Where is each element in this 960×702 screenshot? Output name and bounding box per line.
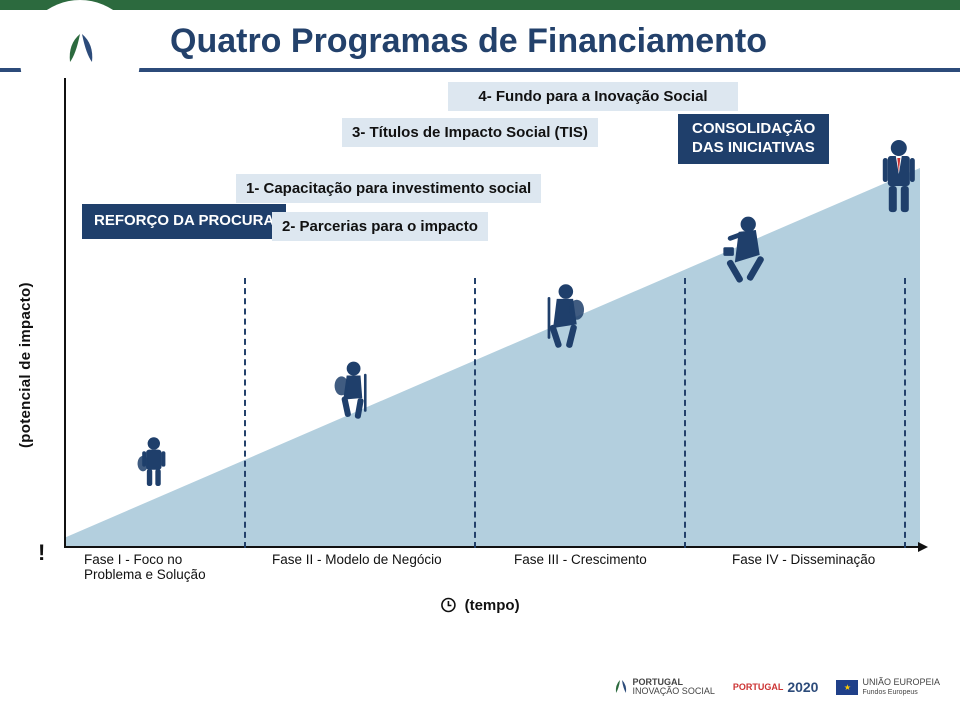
- figure-hiker-icon: [327, 353, 380, 427]
- title-bar: Quatro Programas de Financiamento: [0, 10, 960, 72]
- y-axis-label: (potencial de impacto): [17, 282, 34, 448]
- page-title: Quatro Programas de Financiamento: [170, 22, 767, 61]
- footer-logo-2020: PORTUGAL2020: [733, 679, 819, 695]
- phase-divider-2: [474, 278, 476, 548]
- chart-area: ! (potencial de impacto) 4- Fundo para a…: [40, 78, 920, 608]
- phase-divider-1: [244, 278, 246, 548]
- phase-divider-3: [684, 278, 686, 548]
- footer-logo-eu: ★ UNIÃO EUROPEIAFundos Europeus: [836, 678, 940, 696]
- plot-region: [64, 78, 920, 548]
- figure-standing-icon: [130, 428, 178, 495]
- phase-divider-4: [904, 278, 906, 548]
- figure-runner-icon: [715, 209, 774, 290]
- brand-leaf-icon: [64, 32, 98, 77]
- y-axis-alert-icon: !: [38, 540, 45, 566]
- figure-hiker2-icon: [536, 277, 592, 355]
- phase-4-label: Fase IV - Disseminação: [732, 552, 875, 567]
- phase-2-label: Fase II - Modelo de Negócio: [272, 552, 442, 567]
- footer-logo-pis: PORTUGALPORTUGAL INOVAÇÃO SOCIALINOVAÇÃO…: [614, 678, 714, 696]
- top-green-bar: [0, 0, 960, 10]
- phase-3-label: Fase III - Crescimento: [514, 552, 647, 567]
- figure-business-icon: [868, 134, 930, 219]
- x-axis-label: (tempo): [440, 597, 519, 614]
- phase-1-label: Fase I - Foco no Problema e Solução: [84, 552, 254, 582]
- footer-logos: PORTUGALPORTUGAL INOVAÇÃO SOCIALINOVAÇÃO…: [614, 678, 940, 696]
- y-axis-line: [64, 78, 66, 548]
- title-underline: [0, 68, 960, 72]
- area-fill-svg: [64, 78, 920, 548]
- phase-labels-row: Fase I - Foco no Problema e Solução Fase…: [64, 552, 920, 596]
- x-axis-line: [64, 546, 920, 548]
